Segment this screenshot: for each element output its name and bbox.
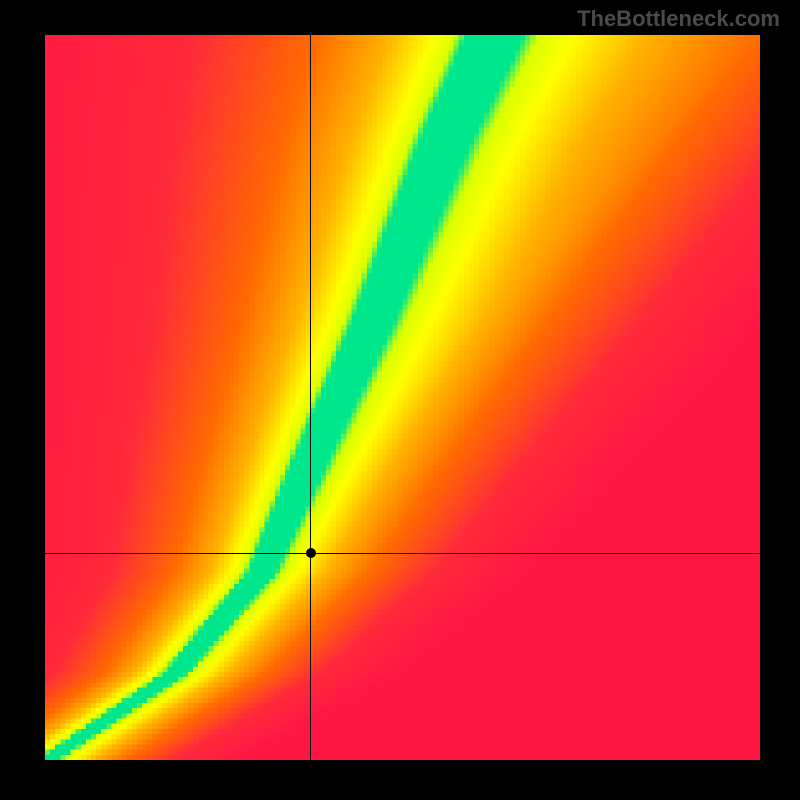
crosshair-vertical <box>310 35 311 760</box>
watermark-text: TheBottleneck.com <box>577 6 780 32</box>
plot-area <box>45 35 760 760</box>
crosshair-horizontal <box>45 553 760 554</box>
heatmap-canvas <box>45 35 760 760</box>
chart-container: TheBottleneck.com <box>0 0 800 800</box>
